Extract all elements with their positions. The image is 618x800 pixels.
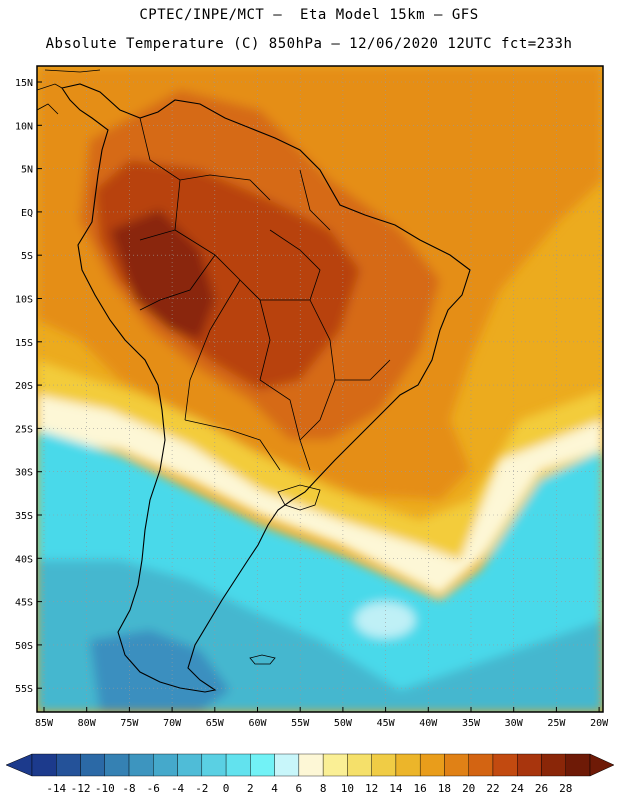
lat-label: 25S bbox=[15, 424, 33, 435]
rio-de-la-plata bbox=[277, 484, 321, 511]
lon-label: 80W bbox=[78, 718, 97, 729]
lon-label: 75W bbox=[120, 718, 139, 729]
colorbar-swatch bbox=[31, 753, 57, 777]
colorbar-label: 10 bbox=[341, 782, 354, 795]
colorbar-label: 6 bbox=[296, 782, 303, 795]
colorbar-swatch bbox=[80, 753, 105, 777]
south-america-outline bbox=[61, 83, 471, 693]
colorbar-label: 26 bbox=[535, 782, 548, 795]
lat-label: 35S bbox=[15, 511, 33, 522]
colorbar-label: 2 bbox=[247, 782, 254, 795]
colorbar-swatch bbox=[56, 753, 81, 777]
colorbar-swatch bbox=[419, 753, 445, 777]
colorbar-label: -10 bbox=[95, 782, 115, 795]
lat-label: 5S bbox=[21, 251, 33, 262]
lat-label: EQ bbox=[21, 208, 33, 219]
longitude-labels: 85W 80W 75W 70W 65W 60W 55W 50W 45W 40W 35W 30W 25W 2… bbox=[35, 707, 609, 729]
colorbar-arrow-left bbox=[5, 753, 33, 777]
colorbar bbox=[5, 753, 615, 777]
colorbar-label: 12 bbox=[365, 782, 378, 795]
colorbar-swatch bbox=[322, 753, 348, 777]
map-frame bbox=[36, 65, 604, 713]
colorbar-swatch bbox=[517, 753, 542, 777]
lat-label: 30S bbox=[15, 468, 33, 479]
falkland-islands bbox=[249, 654, 276, 665]
colorbar-arrow-right bbox=[589, 753, 615, 777]
colorbar-label: 4 bbox=[271, 782, 278, 795]
lon-label: 40W bbox=[419, 718, 438, 729]
colorbar-swatch bbox=[274, 753, 300, 777]
field-swirl bbox=[355, 602, 415, 638]
lon-label: 30W bbox=[505, 718, 524, 729]
lat-label: 5N bbox=[21, 165, 33, 176]
colorbar-swatch bbox=[250, 753, 275, 777]
colorbar-swatch bbox=[565, 753, 591, 777]
colorbar-swatch bbox=[104, 753, 130, 777]
colorbar-label: -14 bbox=[46, 782, 66, 795]
lat-label: 55S bbox=[15, 684, 33, 695]
colorbar-swatch bbox=[541, 753, 566, 777]
lat-label: 15N bbox=[15, 78, 33, 89]
colorbar-label: 8 bbox=[320, 782, 327, 795]
coastlines bbox=[37, 69, 471, 693]
lon-label: 20W bbox=[590, 718, 609, 729]
colorbar-label: -8 bbox=[122, 782, 135, 795]
lon-label: 65W bbox=[206, 718, 225, 729]
colorbar-swatch bbox=[128, 753, 154, 777]
colorbar-label: -6 bbox=[147, 782, 160, 795]
colorbar-label: 0 bbox=[223, 782, 230, 795]
latitude-labels: 15N 10N 5N EQ 5S 10S 15S 20S 25S 30S 35S 40S 45S 50S 5… bbox=[15, 78, 42, 695]
colorbar-swatch bbox=[153, 753, 178, 777]
colorbar-swatch bbox=[468, 753, 494, 777]
field-pale bbox=[37, 395, 603, 595]
header-title-line2: Absolute Temperature (C) 850hPa – 12/06/… bbox=[45, 36, 573, 52]
lon-label: 25W bbox=[547, 718, 566, 729]
lat-label: 15S bbox=[15, 338, 33, 349]
colorbar-swatch bbox=[492, 753, 518, 777]
colorbar-swatch bbox=[177, 753, 203, 777]
colorbar-label: 22 bbox=[486, 782, 499, 795]
lon-label: 60W bbox=[248, 718, 267, 729]
colorbar-label: 20 bbox=[462, 782, 475, 795]
colorbar-label: -4 bbox=[171, 782, 185, 795]
country-borders bbox=[139, 117, 391, 471]
colorbar-label: 24 bbox=[511, 782, 525, 795]
lon-label: 50W bbox=[334, 718, 353, 729]
lat-label: 20S bbox=[15, 381, 33, 392]
colorbar-swatch bbox=[298, 753, 324, 777]
central-america bbox=[37, 69, 101, 115]
colorbar-label: 28 bbox=[559, 782, 572, 795]
colorbar-swatch bbox=[444, 753, 469, 777]
lat-label: 10S bbox=[15, 295, 33, 306]
colorbar-swatch bbox=[347, 753, 372, 777]
colorbar-label: -2 bbox=[195, 782, 208, 795]
colorbar-label: 18 bbox=[438, 782, 451, 795]
temperature-field bbox=[37, 66, 603, 712]
lat-label: 10N bbox=[15, 121, 33, 132]
colorbar-swatch bbox=[371, 753, 397, 777]
colorbar-label: 16 bbox=[414, 782, 427, 795]
colorbar-swatch bbox=[225, 753, 251, 777]
colorbar-swatch bbox=[395, 753, 421, 777]
colorbar-label: -12 bbox=[71, 782, 91, 795]
colorbar-swatch bbox=[201, 753, 227, 777]
header-title-line1: CPTEC/INPE/MCT – Eta Model 15km – GFS bbox=[139, 7, 479, 23]
field-yellow bbox=[37, 360, 603, 580]
lat-label: 50S bbox=[15, 641, 33, 652]
lon-label: 45W bbox=[377, 718, 396, 729]
lat-label: 45S bbox=[15, 598, 33, 609]
colorbar-label: 14 bbox=[389, 782, 403, 795]
lat-label: 40S bbox=[15, 554, 33, 565]
lon-label: 55W bbox=[291, 718, 310, 729]
field-very-hot bbox=[110, 210, 215, 340]
lon-label: 35W bbox=[462, 718, 481, 729]
lon-label: 70W bbox=[163, 718, 182, 729]
colorbar-labels: -14 -12 -10 -8 -6 -4 -2 0 2 4 6 8 10 12 14 16 18 20 22 24 26… bbox=[46, 782, 572, 795]
lon-label: 85W bbox=[35, 718, 54, 729]
field-blue bbox=[90, 630, 230, 712]
